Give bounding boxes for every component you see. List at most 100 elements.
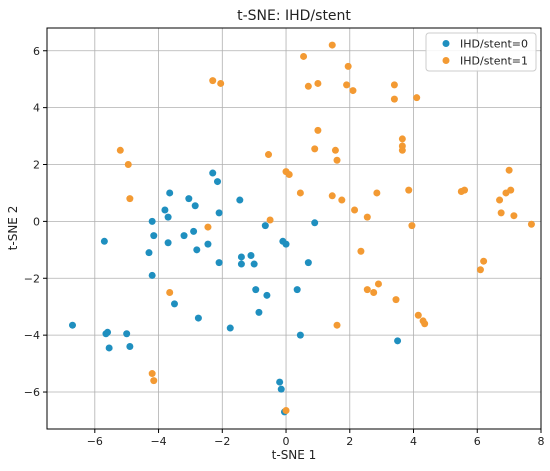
data-point bbox=[338, 196, 346, 204]
x-tick-label: −6 bbox=[87, 435, 103, 448]
data-point bbox=[166, 189, 174, 197]
data-point bbox=[363, 286, 371, 294]
data-point bbox=[265, 151, 273, 159]
data-point bbox=[282, 240, 290, 248]
data-point bbox=[296, 189, 304, 197]
data-point bbox=[214, 178, 222, 186]
y-tick-label: 6 bbox=[33, 45, 40, 58]
data-point bbox=[300, 52, 308, 60]
data-point bbox=[414, 311, 422, 319]
data-point bbox=[250, 260, 258, 268]
data-point bbox=[343, 81, 351, 89]
data-point bbox=[398, 135, 406, 143]
data-point bbox=[505, 166, 513, 174]
data-point bbox=[390, 95, 398, 103]
data-point bbox=[126, 343, 134, 351]
data-point bbox=[150, 377, 158, 385]
data-point bbox=[170, 300, 178, 308]
data-point bbox=[370, 288, 378, 296]
data-point bbox=[408, 222, 416, 230]
points-layer bbox=[68, 41, 535, 416]
data-point bbox=[266, 216, 274, 224]
y-tick-label: −4 bbox=[24, 329, 40, 342]
x-tick-label: 0 bbox=[283, 435, 290, 448]
data-point bbox=[100, 237, 108, 245]
data-point bbox=[255, 308, 263, 316]
data-point bbox=[461, 186, 469, 194]
data-point bbox=[180, 232, 188, 240]
data-point bbox=[204, 223, 212, 231]
data-point bbox=[185, 195, 193, 203]
data-point bbox=[496, 196, 504, 204]
x-tick-label: −2 bbox=[214, 435, 230, 448]
data-point bbox=[328, 41, 336, 49]
data-point bbox=[150, 232, 158, 240]
y-tick-label: −6 bbox=[24, 386, 40, 399]
series-ihd-stent-0 bbox=[68, 169, 402, 416]
data-point bbox=[164, 239, 172, 247]
data-point bbox=[311, 145, 319, 153]
legend-frame bbox=[425, 32, 537, 72]
data-point bbox=[497, 209, 505, 217]
data-point bbox=[126, 195, 134, 203]
data-point bbox=[190, 227, 198, 235]
data-point bbox=[507, 186, 515, 194]
plot-frame bbox=[46, 27, 542, 430]
x-tick-label: 4 bbox=[410, 435, 417, 448]
chart-title: t-SNE: IHD/stent bbox=[237, 8, 351, 24]
data-point bbox=[527, 220, 535, 228]
data-point bbox=[145, 249, 153, 257]
data-point bbox=[314, 126, 322, 134]
x-tick-label: 6 bbox=[474, 435, 481, 448]
data-point bbox=[349, 87, 357, 95]
data-point bbox=[405, 186, 413, 194]
data-point bbox=[217, 79, 225, 87]
data-point bbox=[285, 170, 293, 178]
data-point bbox=[252, 286, 260, 294]
legend-marker-ihd-stent-1 bbox=[442, 57, 450, 64]
x-tick-label: −4 bbox=[150, 435, 166, 448]
data-point bbox=[124, 161, 132, 169]
legend: IHD/stent=0 IHD/stent=1 bbox=[425, 32, 537, 72]
series-ihd-stent-1 bbox=[116, 41, 535, 415]
data-point bbox=[148, 217, 156, 225]
x-axis-label: t-SNE 1 bbox=[272, 448, 317, 462]
data-point bbox=[398, 146, 406, 154]
data-point bbox=[413, 94, 421, 102]
data-point bbox=[311, 219, 319, 227]
data-point bbox=[166, 288, 174, 296]
data-point bbox=[105, 344, 113, 352]
data-point bbox=[277, 385, 285, 393]
data-point bbox=[394, 337, 402, 345]
data-point bbox=[333, 156, 341, 164]
data-point bbox=[357, 247, 365, 255]
data-point bbox=[204, 240, 212, 248]
data-point bbox=[392, 296, 400, 304]
data-point bbox=[104, 328, 112, 336]
data-point bbox=[247, 252, 255, 260]
data-point bbox=[296, 331, 304, 339]
y-axis-label: t-SNE 2 bbox=[6, 206, 20, 251]
grid-layer bbox=[47, 28, 542, 429]
data-point bbox=[374, 280, 382, 288]
data-point bbox=[123, 330, 131, 338]
data-point bbox=[215, 209, 223, 217]
ticks-layer: −6 −4 −2 0 2 4 6 8 −6 −4 −2 0 2 4 6 bbox=[24, 45, 545, 448]
data-point bbox=[390, 81, 398, 89]
data-point bbox=[116, 146, 124, 154]
y-tick-label: 2 bbox=[33, 159, 40, 172]
data-point bbox=[304, 82, 312, 90]
data-point bbox=[161, 206, 169, 214]
data-point bbox=[314, 79, 322, 87]
data-point bbox=[480, 257, 488, 265]
data-point bbox=[328, 192, 336, 200]
data-point bbox=[333, 321, 341, 329]
data-point bbox=[263, 291, 271, 299]
data-point bbox=[476, 266, 484, 274]
data-point bbox=[373, 189, 381, 197]
data-point bbox=[164, 213, 172, 221]
data-point bbox=[331, 146, 339, 154]
data-point bbox=[344, 62, 352, 70]
